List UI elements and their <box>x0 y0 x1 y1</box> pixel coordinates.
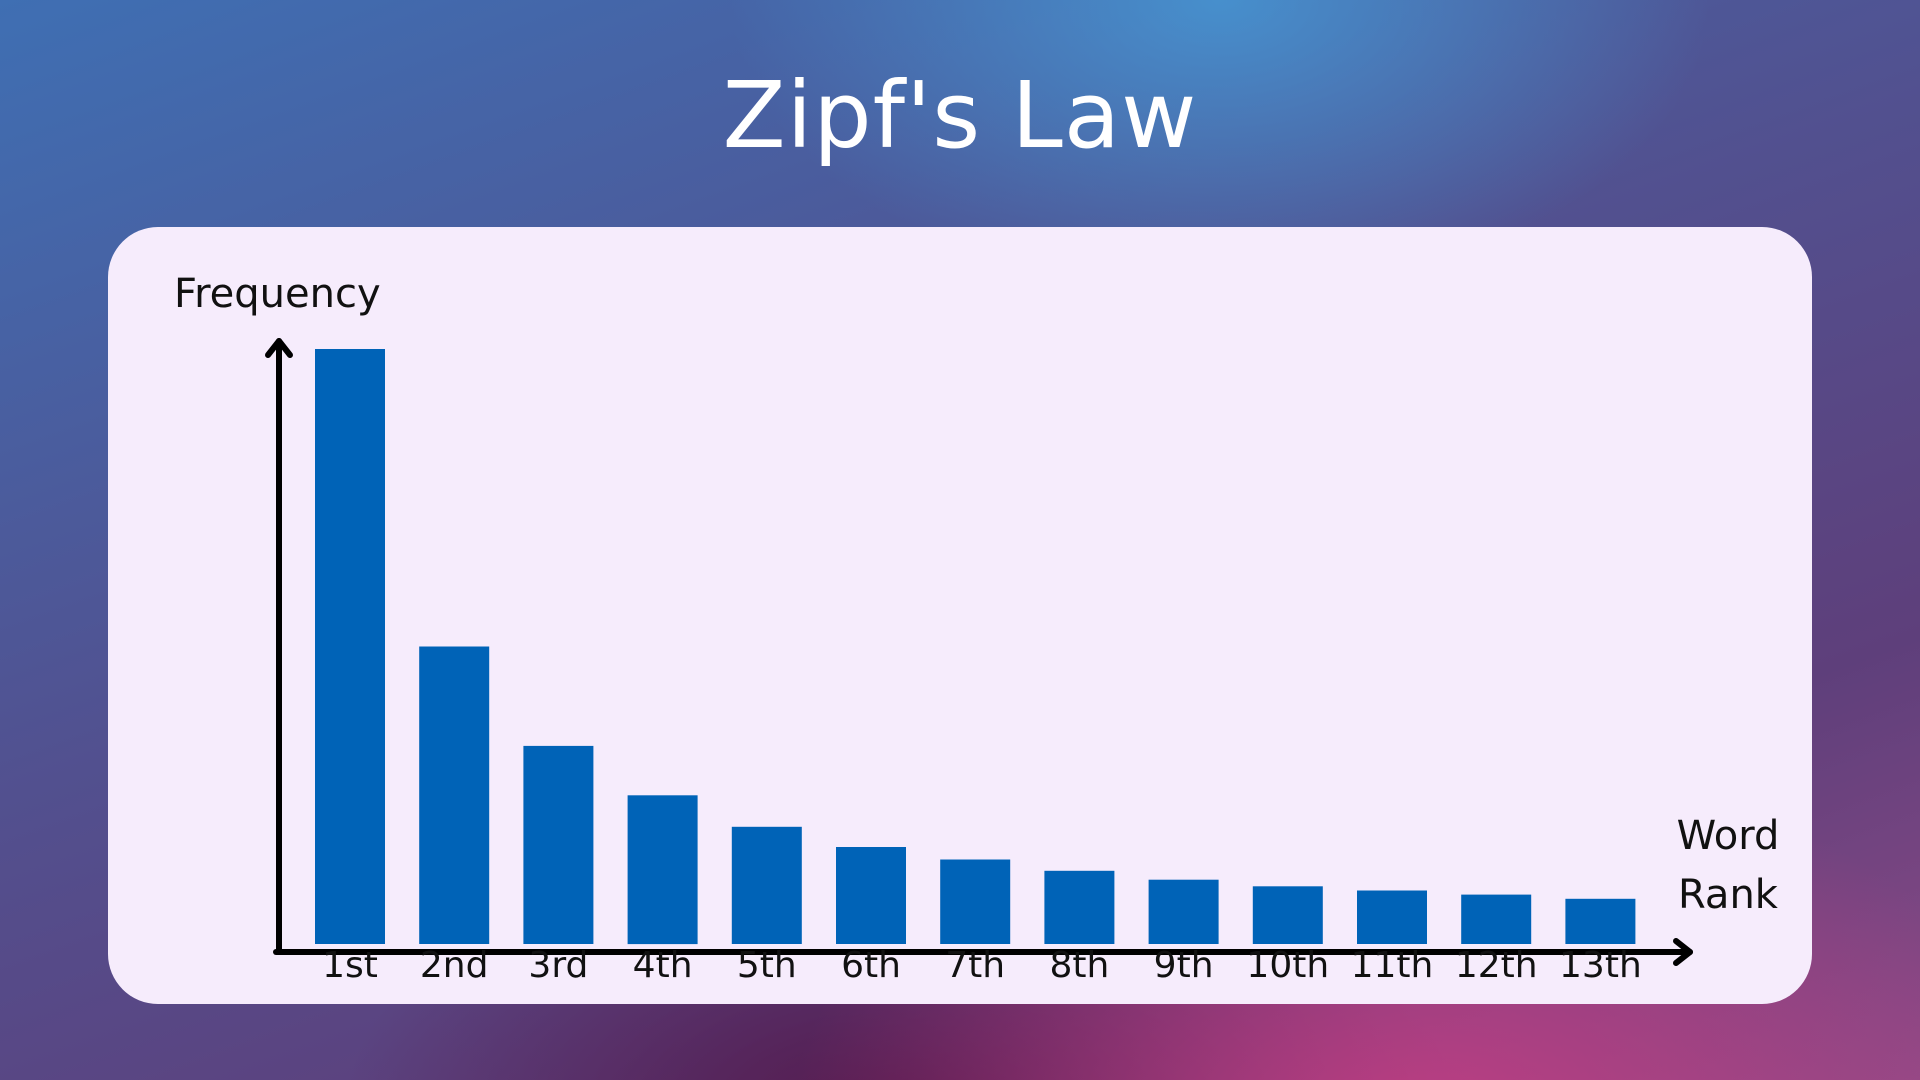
bar-5th <box>731 826 802 944</box>
x-tick-label: 5th <box>736 945 797 986</box>
y-axis-label: Frequency <box>174 271 381 317</box>
x-tick-label: 8th <box>1049 945 1110 986</box>
x-tick-label: 4th <box>632 945 693 986</box>
x-tick-label: 9th <box>1153 945 1214 986</box>
chart-panel: Frequency Word Rank 1st 2nd 3rd 4th 5th 6th 7t… <box>108 227 1812 1004</box>
bar-13th <box>1565 898 1636 944</box>
bar-8th <box>1044 870 1115 944</box>
bar-7th <box>940 859 1011 944</box>
x-axis-arrow <box>1673 938 1693 966</box>
chart-title: Zipf's Law <box>722 62 1198 169</box>
bar-3rd <box>523 745 594 944</box>
bar-1st <box>315 349 385 944</box>
x-tick-label: 6th <box>841 945 901 986</box>
bar-12th <box>1461 894 1532 944</box>
x-tick-label: 13th <box>1559 945 1642 986</box>
x-tick-label: 3rd <box>528 945 589 986</box>
bar-4th <box>627 795 698 945</box>
x-axis-label-line-2: Rank <box>1678 872 1778 918</box>
bar-9th <box>1148 879 1219 944</box>
x-tick-label: 1st <box>322 945 378 986</box>
bar-chart <box>265 338 1693 966</box>
x-tick-label: 7th <box>945 945 1006 986</box>
x-tick-label: 2nd <box>419 945 489 986</box>
bar-2nd <box>419 646 490 944</box>
bar-10th <box>1252 886 1323 944</box>
y-axis-arrow <box>265 338 293 358</box>
x-tick-label: 12th <box>1454 945 1538 986</box>
x-tick-label: 11th <box>1350 945 1434 986</box>
x-axis-label-line-1: Word <box>1676 813 1780 859</box>
x-axis-label: Word Rank <box>1648 807 1808 925</box>
bar-11th <box>1357 890 1427 944</box>
bar-6th <box>836 847 906 944</box>
x-tick-label: 10th <box>1246 945 1330 986</box>
